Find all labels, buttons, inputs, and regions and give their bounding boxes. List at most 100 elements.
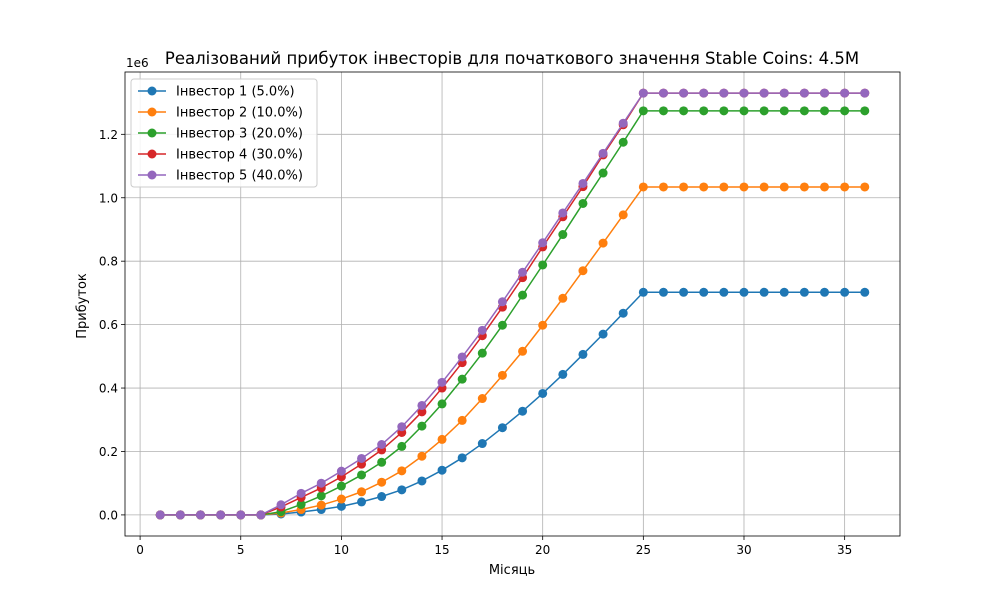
data-point: [457, 352, 467, 362]
data-point: [679, 287, 689, 297]
data-point: [497, 423, 507, 433]
legend-item-4: Інвестор 4 (30.0%): [138, 148, 303, 163]
data-point: [759, 106, 769, 116]
legend-item-5: Інвестор 5 (40.0%): [138, 169, 303, 184]
legend-label: Інвестор 5 (40.0%): [176, 169, 303, 184]
data-point: [457, 415, 467, 425]
plot-area: 0 5 10 15 20 25 30 35 0.0 0.2 0.4 0.6 0.8 1.0 1.2 Інвес…: [99, 71, 901, 557]
legend: Інвестор 1 (5.0%) Інвестор 2 (10.0%) Інвес…: [130, 78, 318, 188]
y-tick-label: 1.0: [99, 191, 118, 205]
legend-label: Інвестор 1 (5.0%): [176, 85, 295, 100]
data-point: [316, 491, 326, 501]
data-point: [558, 208, 568, 218]
data-point: [820, 106, 830, 116]
data-point: [820, 287, 830, 297]
data-point: [578, 198, 588, 208]
data-point: [155, 510, 165, 520]
data-point: [658, 106, 668, 116]
data-point: [558, 293, 568, 303]
data-point: [397, 422, 407, 432]
data-point: [377, 477, 387, 487]
data-point: [558, 369, 568, 379]
data-point: [699, 106, 709, 116]
x-tick-label: 35: [837, 543, 852, 557]
data-point: [357, 453, 367, 463]
data-point: [336, 481, 346, 491]
series-5: [155, 88, 870, 520]
data-point: [397, 466, 407, 476]
data-point: [437, 465, 447, 475]
data-point: [799, 182, 809, 192]
data-point: [658, 88, 668, 98]
y-tick-label: 0.4: [99, 382, 118, 396]
data-point: [679, 182, 689, 192]
data-point: [799, 287, 809, 297]
data-point: [497, 320, 507, 330]
data-point: [719, 182, 729, 192]
data-point: [860, 88, 870, 98]
legend-item-1: Інвестор 1 (5.0%): [138, 85, 295, 100]
data-point: [195, 510, 205, 520]
data-point: [216, 510, 226, 520]
data-point: [377, 440, 387, 450]
data-point: [477, 325, 487, 335]
data-point: [638, 106, 648, 116]
x-tick-label: 15: [434, 543, 449, 557]
data-point: [779, 182, 789, 192]
data-point: [397, 485, 407, 495]
data-point: [397, 441, 407, 451]
data-point: [477, 394, 487, 404]
y-tick-label: 0.0: [99, 508, 118, 522]
data-point: [638, 88, 648, 98]
data-point: [618, 308, 628, 318]
data-point: [336, 466, 346, 476]
x-tick-label: 25: [636, 543, 651, 557]
data-point: [538, 238, 548, 248]
data-point: [820, 182, 830, 192]
data-point: [820, 88, 830, 98]
data-point: [679, 106, 689, 116]
data-point: [538, 320, 548, 330]
legend-marker: [147, 128, 157, 138]
data-point: [618, 137, 628, 147]
legend-marker: [147, 107, 157, 117]
data-point: [759, 88, 769, 98]
data-point: [357, 497, 367, 507]
data-point: [739, 106, 749, 116]
data-point: [256, 510, 266, 520]
data-point: [578, 266, 588, 276]
data-point: [719, 287, 729, 297]
x-tick-label: 20: [535, 543, 550, 557]
data-point: [679, 88, 689, 98]
data-point: [477, 348, 487, 358]
data-point: [316, 500, 326, 510]
data-point: [296, 499, 306, 509]
data-point: [598, 148, 608, 158]
legend-box: [130, 78, 318, 188]
legend-marker: [147, 86, 157, 96]
data-point: [618, 118, 628, 128]
data-point: [497, 370, 507, 380]
legend-label: Інвестор 3 (20.0%): [176, 127, 303, 142]
x-axis-label: Місяць: [489, 563, 535, 578]
x-tick-label: 5: [237, 543, 245, 557]
data-point: [336, 494, 346, 504]
data-point: [437, 399, 447, 409]
data-point: [417, 451, 427, 461]
data-point: [699, 88, 709, 98]
data-point: [598, 168, 608, 178]
x-tick-label: 0: [136, 543, 144, 557]
data-point: [175, 510, 185, 520]
data-point: [799, 106, 809, 116]
data-point: [437, 377, 447, 387]
x-tick-label: 10: [334, 543, 349, 557]
data-point: [578, 178, 588, 188]
legend-label: Інвестор 4 (30.0%): [176, 148, 303, 163]
data-point: [558, 230, 568, 240]
data-point: [236, 510, 246, 520]
data-point: [658, 182, 668, 192]
data-point: [638, 287, 648, 297]
data-point: [417, 421, 427, 431]
data-point: [598, 329, 608, 339]
